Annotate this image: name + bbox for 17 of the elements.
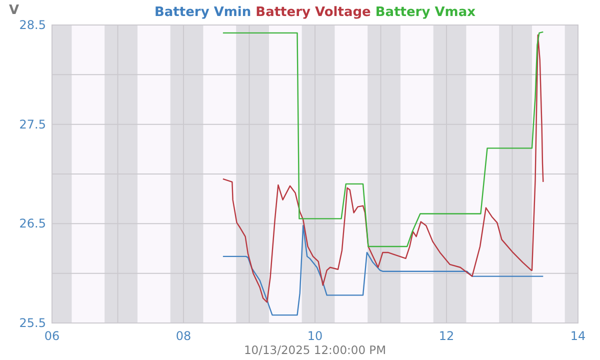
line-series <box>222 31 544 248</box>
x-tick-label: 12 <box>438 329 454 343</box>
y-tick-label: 26.5 <box>19 216 46 231</box>
x-tick-label: 08 <box>176 329 192 343</box>
y-tick-label: 28.5 <box>19 18 46 32</box>
line-series <box>222 225 544 316</box>
line-series <box>222 34 544 303</box>
text: Battery Voltage <box>251 5 372 20</box>
text: Battery Vmax <box>370 5 476 20</box>
x-tick-label: 14 <box>570 329 586 343</box>
y-tick-label: 27.5 <box>19 117 46 132</box>
y-axis-title: V <box>8 3 20 18</box>
x-tick-label: 10 <box>307 329 323 343</box>
x-tick-label: 06 <box>44 329 60 343</box>
y-tick-label: 25.5 <box>19 316 46 330</box>
text: 10/13/2025 12:00:00 PM <box>244 343 386 357</box>
text: Battery Vmin <box>154 5 252 20</box>
